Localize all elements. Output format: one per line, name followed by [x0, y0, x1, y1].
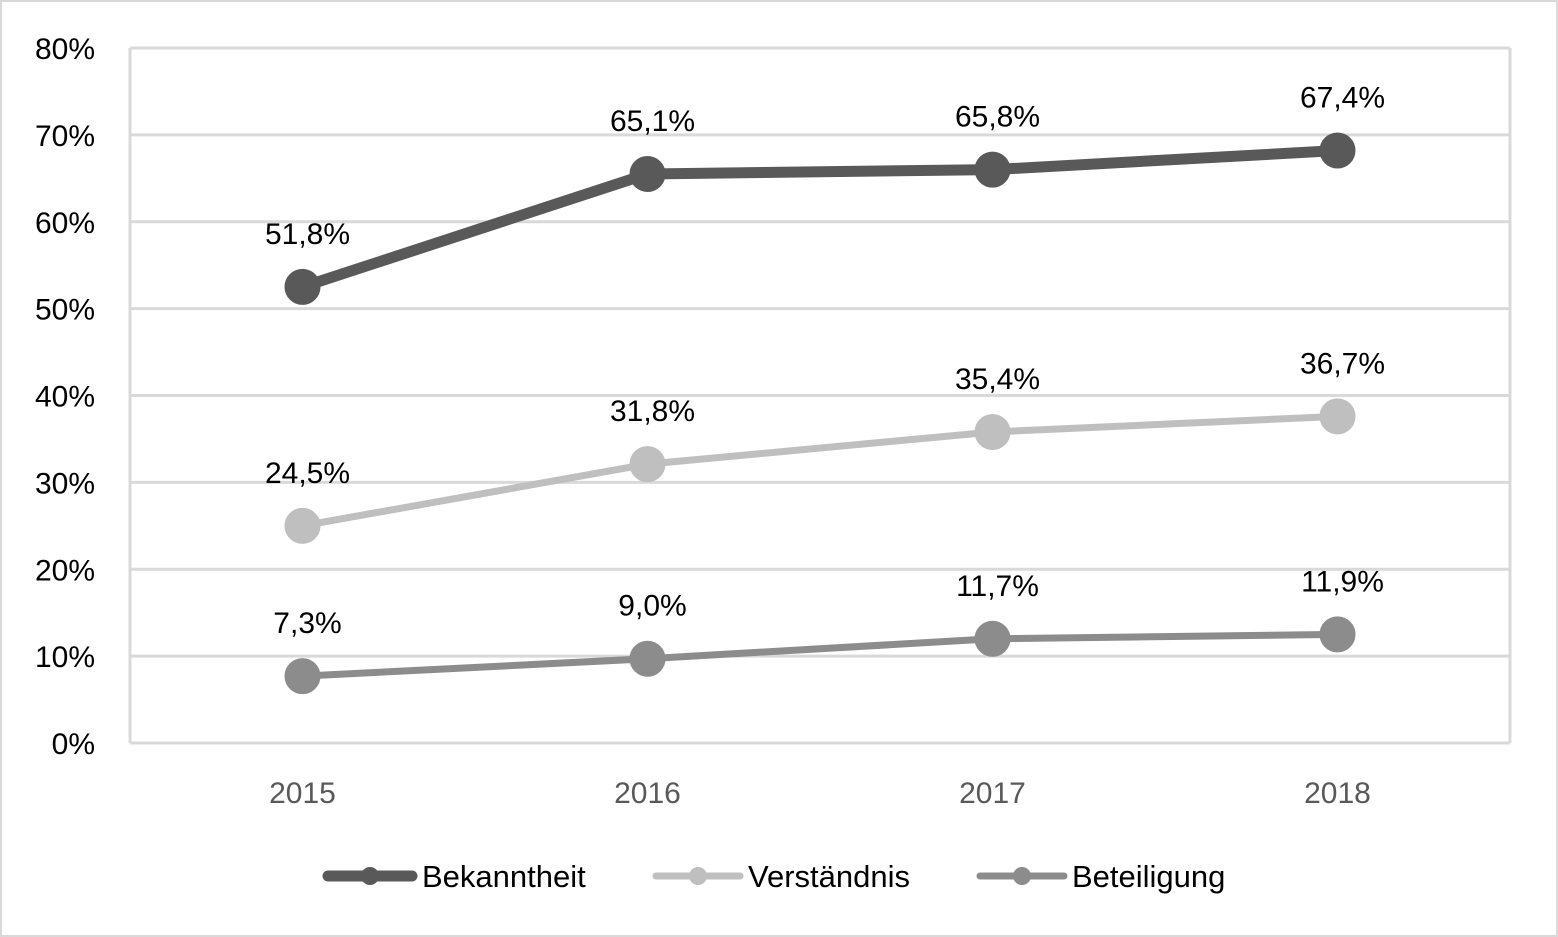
y-tick-label: 20% [35, 554, 95, 587]
y-tick-label: 50% [35, 294, 95, 327]
legend-label: Bekanntheit [422, 859, 586, 894]
legend-swatch-marker [361, 867, 379, 885]
legend-label: Verständnis [748, 859, 910, 894]
x-axis-ticks: 2015 2016 2017 2018 [269, 777, 1371, 810]
data-label: 65,8% [955, 101, 1040, 134]
data-point [629, 155, 666, 192]
legend-item-verständnis: Verständnis [652, 859, 910, 894]
data-label: 7,3% [273, 607, 341, 640]
legend-item-bekanntheit: Bekanntheit [322, 859, 586, 894]
y-tick-label: 0% [52, 728, 95, 761]
data-label: 67,4% [1300, 82, 1385, 115]
data-point [974, 413, 1011, 450]
y-tick-label: 70% [35, 120, 95, 153]
data-label: 65,1% [610, 105, 695, 138]
data-label: 11,7% [956, 570, 1039, 603]
y-tick-label: 40% [35, 381, 95, 414]
data-point [1319, 398, 1356, 435]
data-label: 31,8% [610, 395, 695, 428]
x-tick-label: 2016 [614, 777, 681, 810]
data-point [1319, 616, 1356, 653]
x-tick-label: 2018 [1304, 777, 1371, 810]
x-tick-label: 2017 [959, 777, 1026, 810]
legend-item-beteiligung: Beteiligung [976, 859, 1225, 894]
series-line-verständnis [299, 412, 1341, 530]
y-axis-ticks: 0% 10% 20% 30% 40% 50% 60% 70% 80% [35, 33, 95, 761]
y-tick-label: 60% [35, 207, 95, 240]
data-point [284, 507, 321, 544]
gridlines [128, 46, 1512, 745]
data-point [974, 620, 1011, 657]
data-point [974, 151, 1011, 188]
data-label: 11,9% [1301, 565, 1384, 598]
legend: Bekanntheit Verständnis Beteiligung [322, 859, 1225, 894]
y-tick-label: 30% [35, 467, 95, 500]
data-point [629, 446, 666, 483]
data-label: 9,0% [618, 590, 686, 623]
data-point [1319, 132, 1356, 169]
data-label: 51,8% [265, 218, 350, 251]
data-label: 35,4% [955, 363, 1040, 396]
y-tick-label: 10% [35, 641, 95, 674]
data-labels: 51,8% 65,1% 65,8% 67,4% 24,5% 31,8% 35,4% 36,7%… [265, 82, 1385, 641]
legend-swatch-marker [1013, 867, 1031, 885]
legend-swatch-marker [689, 867, 707, 885]
data-point [284, 658, 321, 695]
data-point [629, 640, 666, 677]
series-line-bekanntheit [297, 145, 1343, 293]
data-label: 36,7% [1300, 347, 1385, 380]
y-tick-label: 80% [35, 33, 95, 66]
series-lines [297, 145, 1343, 680]
data-point [284, 268, 321, 305]
series-points [284, 132, 1356, 695]
legend-label: Beteiligung [1072, 859, 1225, 894]
x-tick-label: 2015 [269, 777, 336, 810]
series-line-beteiligung [299, 630, 1341, 680]
data-label: 24,5% [265, 457, 350, 490]
